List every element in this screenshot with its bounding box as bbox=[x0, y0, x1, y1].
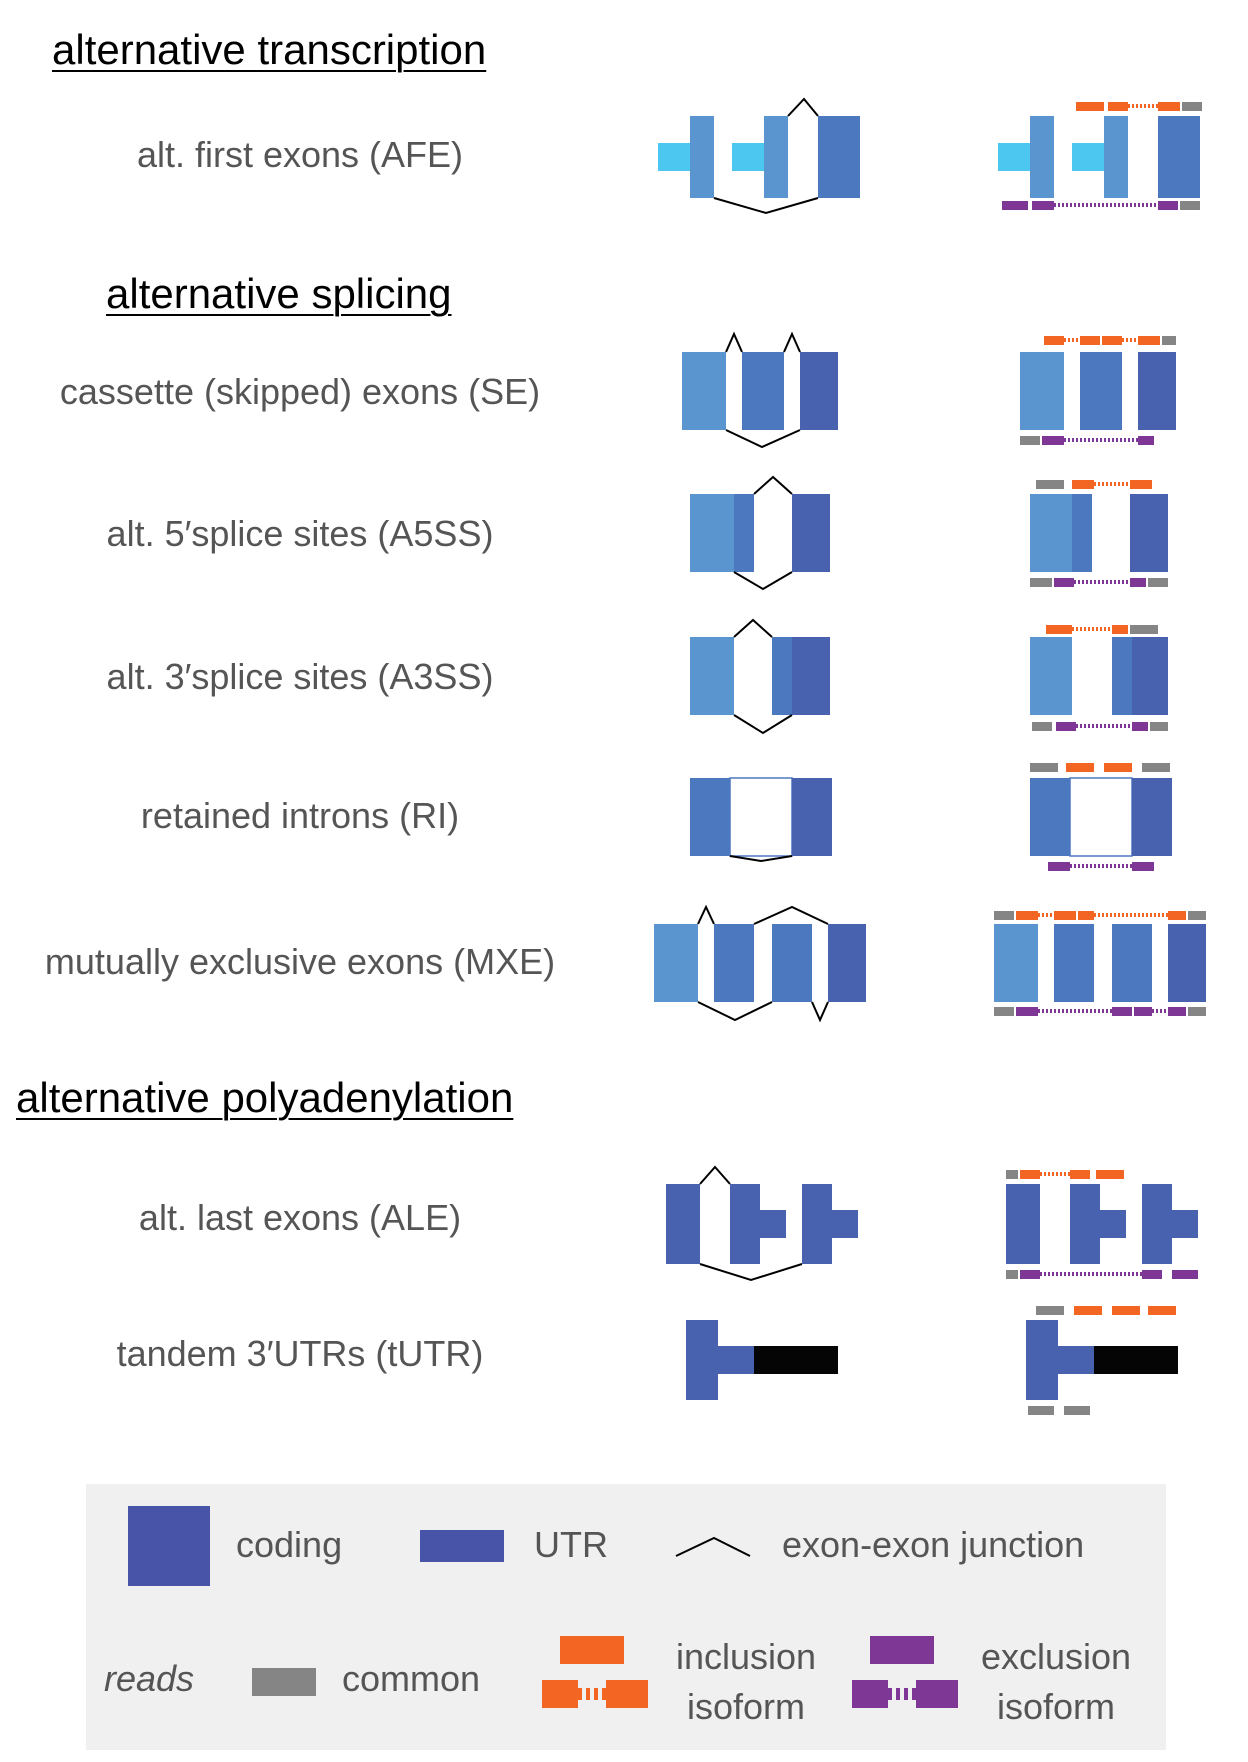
event-label-ri: retained introns (RI) bbox=[140, 795, 460, 836]
legend-inclusion-line2: isoform bbox=[686, 1686, 806, 1727]
utr-swatch bbox=[420, 1530, 504, 1562]
legend-exclusion-line2: isoform bbox=[996, 1686, 1116, 1727]
ale-reads bbox=[1006, 1170, 1198, 1279]
exclusion-read-top-swatch bbox=[870, 1636, 934, 1664]
section-heading-polyadenylation: alternative polyadenylation bbox=[16, 1074, 514, 1121]
legend-junction-label: exon-exon junction bbox=[782, 1524, 1085, 1565]
a5ss-model bbox=[690, 475, 830, 591]
inclusion-read-left-swatch bbox=[542, 1680, 578, 1708]
legend-exclusion-label: exclusion isoform bbox=[981, 1632, 1131, 1732]
section-heading-transcription: alternative transcription bbox=[52, 26, 487, 73]
event-label-se: cassette (skipped) exons (SE) bbox=[59, 371, 541, 412]
afe-reads bbox=[998, 102, 1202, 210]
afe-model bbox=[658, 97, 860, 215]
event-label-mxe: mutually exclusive exons (MXE) bbox=[44, 941, 556, 982]
legend-common-label: common bbox=[342, 1658, 481, 1699]
coding-swatch bbox=[128, 1506, 210, 1586]
common-read-swatch bbox=[252, 1668, 316, 1696]
legend-inclusion-label: inclusion isoform bbox=[676, 1632, 816, 1732]
section-heading-splicing: alternative splicing bbox=[106, 270, 452, 317]
event-label-a3ss: alt. 3′splice sites (A3SS) bbox=[106, 656, 494, 697]
legend-panel: coding UTR exon-exon junction reads comm… bbox=[86, 1484, 1166, 1750]
junction-swatch bbox=[675, 1536, 751, 1557]
exclusion-read-right-swatch bbox=[916, 1680, 958, 1708]
se-model bbox=[682, 331, 838, 449]
legend-utr-label: UTR bbox=[534, 1524, 608, 1565]
legend-reads-label: reads bbox=[104, 1658, 195, 1699]
mxe-model bbox=[654, 904, 866, 1023]
exclusion-read-left-swatch bbox=[852, 1680, 888, 1708]
event-label-tutr: tandem 3′UTRs (tUTR) bbox=[116, 1333, 484, 1374]
legend-inclusion-line1: inclusion bbox=[675, 1636, 817, 1677]
tutr-model bbox=[686, 1320, 838, 1400]
legend-swatches bbox=[128, 1506, 958, 1708]
a3ss-reads bbox=[1030, 625, 1168, 731]
inclusion-read-right-swatch bbox=[606, 1680, 648, 1708]
ri-model bbox=[690, 777, 832, 863]
event-label-a5ss: alt. 5′splice sites (A5SS) bbox=[106, 513, 494, 554]
ale-model bbox=[666, 1165, 858, 1282]
legend-coding-label: coding bbox=[236, 1524, 343, 1565]
mxe-reads bbox=[994, 911, 1206, 1016]
event-label-ale: alt. last exons (ALE) bbox=[138, 1197, 462, 1238]
inclusion-read-top-swatch bbox=[560, 1636, 624, 1664]
a3ss-model bbox=[690, 618, 830, 735]
tutr-reads bbox=[1026, 1306, 1178, 1415]
legend-exclusion-line1: exclusion bbox=[980, 1636, 1132, 1677]
event-label-afe: alt. first exons (AFE) bbox=[136, 134, 464, 175]
se-reads bbox=[1020, 336, 1176, 445]
ri-reads bbox=[1030, 763, 1172, 871]
a5ss-reads bbox=[1030, 480, 1168, 587]
